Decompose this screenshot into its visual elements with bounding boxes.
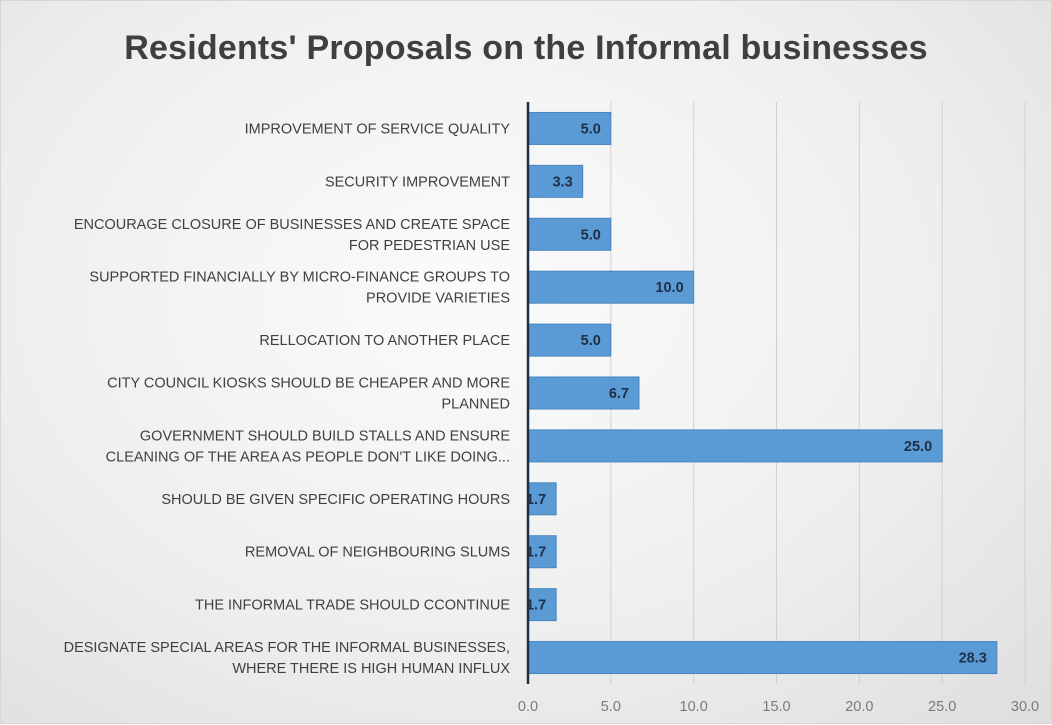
category-label: REMOVAL OF NEIGHBOURING SLUMS bbox=[245, 545, 510, 561]
category-label: PROVIDE VARIETIES bbox=[366, 291, 510, 307]
x-tick-label: 25.0 bbox=[928, 699, 956, 715]
bar[interactable] bbox=[527, 323, 612, 357]
data-label: 1.7 bbox=[526, 492, 546, 508]
category-label: ENCOURAGE CLOSURE OF BUSINESSES AND CREA… bbox=[74, 217, 510, 233]
data-label: 28.3 bbox=[959, 651, 987, 667]
data-label: 5.0 bbox=[581, 227, 601, 243]
data-label: 1.7 bbox=[526, 598, 546, 614]
x-tick-label: 30.0 bbox=[1011, 699, 1039, 715]
category-label: CITY COUNCIL KIOSKS SHOULD BE CHEAPER AN… bbox=[107, 376, 510, 392]
bar[interactable] bbox=[527, 111, 612, 145]
category-label: PLANNED bbox=[442, 397, 511, 413]
category-label: SUPPORTED FINANCIALLY BY MICRO-FINANCE G… bbox=[89, 270, 510, 286]
category-label: CLEANING OF THE AREA AS PEOPLE DON'T LIK… bbox=[106, 449, 510, 465]
category-label: IMPROVEMENT OF SERVICE QUALITY bbox=[245, 121, 511, 137]
x-tick-label: 10.0 bbox=[680, 699, 708, 715]
x-tick-label: 0.0 bbox=[518, 699, 538, 715]
category-label: WHERE THERE IS HIGH HUMAN INFLUX bbox=[232, 661, 510, 677]
data-label: 25.0 bbox=[904, 439, 932, 455]
bar[interactable] bbox=[527, 376, 640, 410]
bar[interactable] bbox=[527, 429, 943, 463]
x-tick-label: 5.0 bbox=[601, 699, 621, 715]
chart-title: Residents' Proposals on the Informal bus… bbox=[124, 29, 928, 67]
x-tick-label: 15.0 bbox=[762, 699, 790, 715]
data-label: 5.0 bbox=[581, 333, 601, 349]
data-label: 10.0 bbox=[655, 280, 683, 296]
category-label: RELLOCATION TO ANOTHER PLACE bbox=[259, 333, 510, 349]
data-label: 3.3 bbox=[552, 174, 572, 190]
data-label: 1.7 bbox=[526, 545, 546, 561]
category-label: SECURITY IMPROVEMENT bbox=[325, 174, 510, 190]
data-label: 5.0 bbox=[581, 121, 601, 137]
bar[interactable] bbox=[527, 535, 557, 569]
bar[interactable] bbox=[527, 270, 695, 304]
bar[interactable] bbox=[527, 217, 612, 251]
category-label: GOVERNMENT SHOULD BUILD STALLS AND ENSUR… bbox=[140, 428, 510, 444]
category-label: FOR PEDESTRIAN USE bbox=[349, 238, 510, 254]
x-tick-label: 20.0 bbox=[845, 699, 873, 715]
data-label: 6.7 bbox=[609, 386, 629, 402]
bar[interactable] bbox=[527, 588, 557, 622]
category-label: DESIGNATE SPECIAL AREAS FOR THE INFORMAL… bbox=[64, 640, 510, 656]
category-label: SHOULD BE GIVEN SPECIFIC OPERATING HOURS bbox=[161, 492, 510, 508]
bar[interactable] bbox=[527, 641, 998, 675]
category-label: THE INFORMAL TRADE SHOULD CCONTINUE bbox=[195, 598, 510, 614]
bar[interactable] bbox=[527, 482, 557, 516]
